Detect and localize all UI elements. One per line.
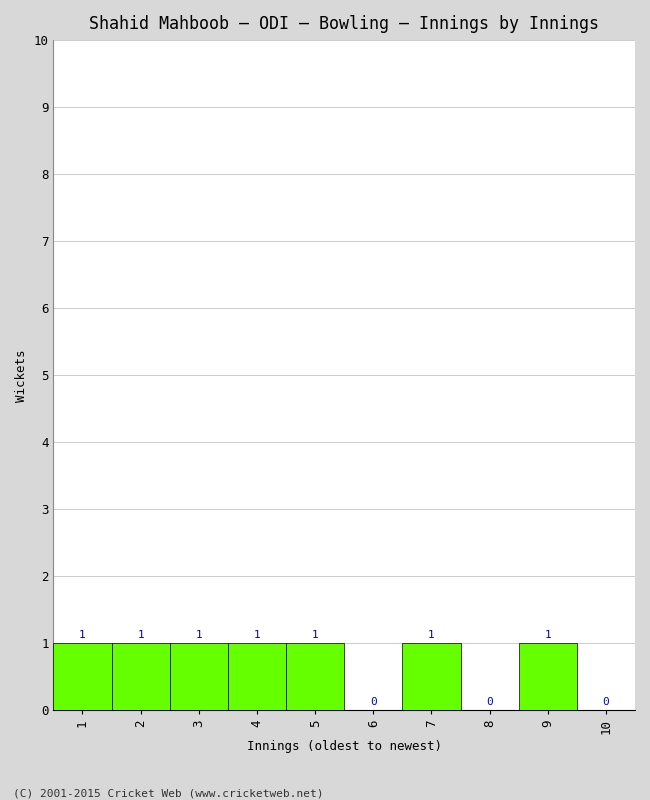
Bar <box>286 643 344 710</box>
Bar <box>112 643 170 710</box>
Text: 1: 1 <box>254 630 261 640</box>
Text: 1: 1 <box>137 630 144 640</box>
Text: 0: 0 <box>603 697 609 707</box>
Text: 1: 1 <box>312 630 318 640</box>
Text: 0: 0 <box>370 697 376 707</box>
Title: Shahid Mahboob – ODI – Bowling – Innings by Innings: Shahid Mahboob – ODI – Bowling – Innings… <box>89 15 599 33</box>
Text: 1: 1 <box>79 630 86 640</box>
Text: 1: 1 <box>196 630 202 640</box>
Bar <box>228 643 286 710</box>
Text: (C) 2001-2015 Cricket Web (www.cricketweb.net): (C) 2001-2015 Cricket Web (www.cricketwe… <box>13 788 324 798</box>
X-axis label: Innings (oldest to newest): Innings (oldest to newest) <box>247 740 442 753</box>
Y-axis label: Wickets: Wickets <box>15 349 28 402</box>
Text: 1: 1 <box>545 630 551 640</box>
Text: 0: 0 <box>486 697 493 707</box>
Bar <box>519 643 577 710</box>
Bar <box>170 643 228 710</box>
Text: 1: 1 <box>428 630 435 640</box>
Bar <box>53 643 112 710</box>
Bar <box>402 643 460 710</box>
